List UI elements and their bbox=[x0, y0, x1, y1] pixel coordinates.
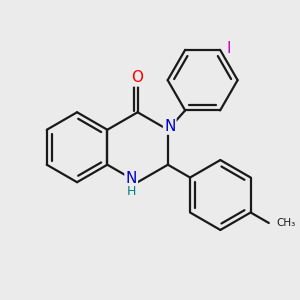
Text: I: I bbox=[226, 40, 231, 56]
Text: N: N bbox=[164, 118, 176, 134]
Text: O: O bbox=[132, 70, 144, 86]
Text: CH₃: CH₃ bbox=[276, 218, 296, 228]
Text: N: N bbox=[125, 171, 137, 186]
Text: H: H bbox=[127, 185, 136, 198]
